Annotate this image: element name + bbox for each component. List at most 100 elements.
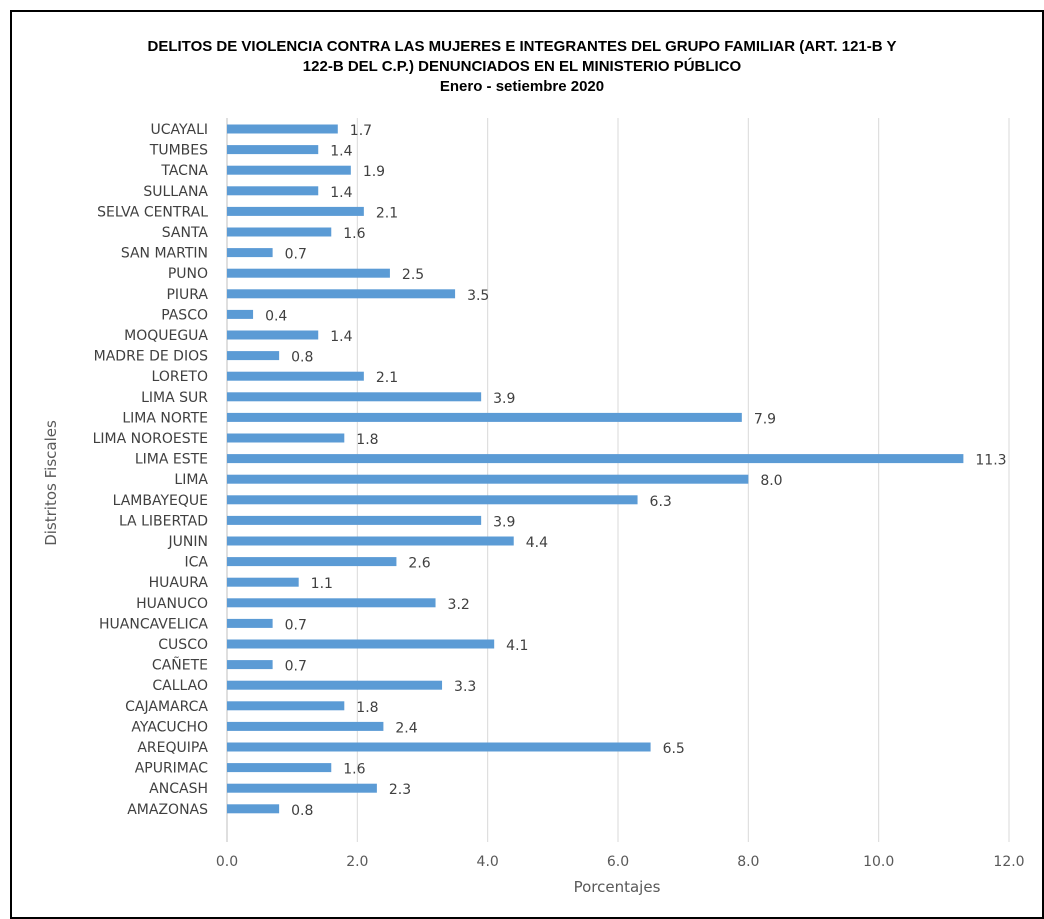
bar — [227, 763, 332, 773]
x-axis-title: Porcentajes — [574, 878, 661, 896]
category-label: AMAZONAS — [127, 802, 208, 818]
category-label: LA LIBERTAD — [119, 513, 208, 529]
chart-subtitle: Enero - setiembre 2020 — [439, 78, 605, 95]
category-label: HUAURA — [149, 575, 209, 591]
data-label: 8.0 — [760, 473, 782, 489]
data-label: 1.8 — [356, 700, 378, 716]
bar — [227, 392, 482, 402]
data-label: 0.7 — [285, 617, 307, 633]
bar — [227, 330, 319, 340]
bar — [227, 639, 495, 649]
category-label: LIMA NORTE — [122, 410, 208, 426]
category-label: LORETO — [152, 369, 208, 385]
data-label: 3.9 — [493, 391, 515, 407]
data-label: 0.7 — [285, 659, 307, 675]
data-label: 1.1 — [311, 576, 333, 592]
data-label: 2.4 — [395, 720, 417, 736]
x-tick-label: 10.0 — [863, 854, 894, 870]
category-label: CUSCO — [158, 637, 208, 653]
bar — [227, 701, 345, 711]
bar — [227, 206, 364, 216]
bar — [227, 474, 749, 484]
bar — [227, 124, 338, 134]
x-tick-label: 0.0 — [216, 854, 238, 870]
bar — [227, 268, 390, 278]
data-label: 6.3 — [650, 494, 672, 510]
x-tick-labels: 0.0 2.0 4.0 6.0 8.0 10.0 12.0 — [216, 854, 1025, 870]
category-label: AREQUIPA — [137, 740, 208, 756]
category-label: CAÑETE — [152, 657, 208, 674]
data-label: 2.6 — [408, 556, 430, 572]
category-label: AYACUCHO — [131, 719, 208, 735]
data-label: 6.5 — [663, 741, 685, 757]
data-label: 7.9 — [754, 411, 776, 427]
data-label: 2.5 — [402, 267, 424, 283]
data-labels: 1.7 1.4 1.9 1.4 2.1 1.6 0.7 2.5 3.5 0.4 1.4 0.8 2.1 3… — [265, 123, 1006, 819]
bar — [227, 454, 964, 464]
bar — [227, 680, 443, 690]
bar — [227, 351, 280, 361]
data-label: 2.1 — [376, 205, 398, 221]
category-label: PIURA — [166, 287, 208, 303]
data-label: 3.9 — [493, 514, 515, 530]
category-label: CALLAO — [152, 678, 208, 694]
bar — [227, 577, 299, 587]
category-label: HUANUCO — [136, 596, 208, 612]
data-label: 0.8 — [291, 350, 313, 366]
category-label: SANTA — [162, 225, 209, 241]
category-label: UCAYALI — [151, 122, 208, 138]
category-label: LIMA NOROESTE — [93, 431, 208, 447]
category-label: ANCASH — [149, 781, 208, 797]
x-tick-label: 4.0 — [477, 854, 499, 870]
category-label: MADRE DE DIOS — [94, 349, 208, 365]
bar — [227, 186, 319, 196]
category-label: SULLANA — [143, 184, 208, 200]
bar — [227, 289, 456, 299]
bar — [227, 145, 319, 155]
data-label: 3.3 — [454, 679, 476, 695]
data-label: 1.7 — [350, 123, 372, 139]
bars — [227, 124, 964, 814]
x-tick-label: 2.0 — [346, 854, 368, 870]
data-label: 11.3 — [975, 453, 1006, 469]
x-tick-label: 6.0 — [607, 854, 629, 870]
data-label: 1.6 — [343, 226, 365, 242]
category-label: LAMBAYEQUE — [113, 493, 208, 509]
chart-frame — [10, 10, 1044, 919]
category-label: PUNO — [168, 266, 208, 282]
bar — [227, 598, 436, 608]
data-label: 0.7 — [285, 247, 307, 263]
category-label: LIMA — [174, 472, 208, 488]
data-label: 2.1 — [376, 370, 398, 386]
data-label: 1.9 — [363, 164, 385, 180]
category-label: CAJAMARCA — [125, 699, 208, 715]
data-label: 1.4 — [330, 185, 352, 201]
bar — [227, 495, 638, 505]
bar — [227, 783, 377, 793]
x-tick-label: 8.0 — [737, 854, 759, 870]
category-label: APURIMAC — [135, 761, 209, 777]
data-label: 0.8 — [291, 803, 313, 819]
bar — [227, 721, 384, 731]
bar — [227, 433, 345, 443]
bar — [227, 248, 273, 258]
bar — [227, 412, 742, 422]
chart-title-line-2: 122-B DEL C.P.) DENUNCIADOS EN EL MINIST… — [302, 58, 742, 75]
bar — [227, 227, 332, 237]
category-label: JUNIN — [168, 534, 208, 550]
data-label: 4.1 — [506, 638, 528, 654]
data-label: 1.6 — [343, 762, 365, 778]
y-axis-title: Distritos Fiscales — [42, 420, 60, 546]
bar — [227, 742, 651, 752]
data-label: 2.3 — [389, 782, 411, 798]
category-label: MOQUEGUA — [124, 328, 208, 344]
category-label: SAN MARTIN — [121, 246, 208, 262]
category-label: HUANCAVELICA — [99, 616, 208, 632]
data-label: 1.4 — [330, 144, 352, 160]
category-label: TACNA — [160, 163, 208, 179]
bar — [227, 165, 351, 175]
data-label: 3.2 — [448, 597, 470, 613]
category-label: SELVA CENTRAL — [97, 204, 208, 220]
bar — [227, 618, 273, 628]
